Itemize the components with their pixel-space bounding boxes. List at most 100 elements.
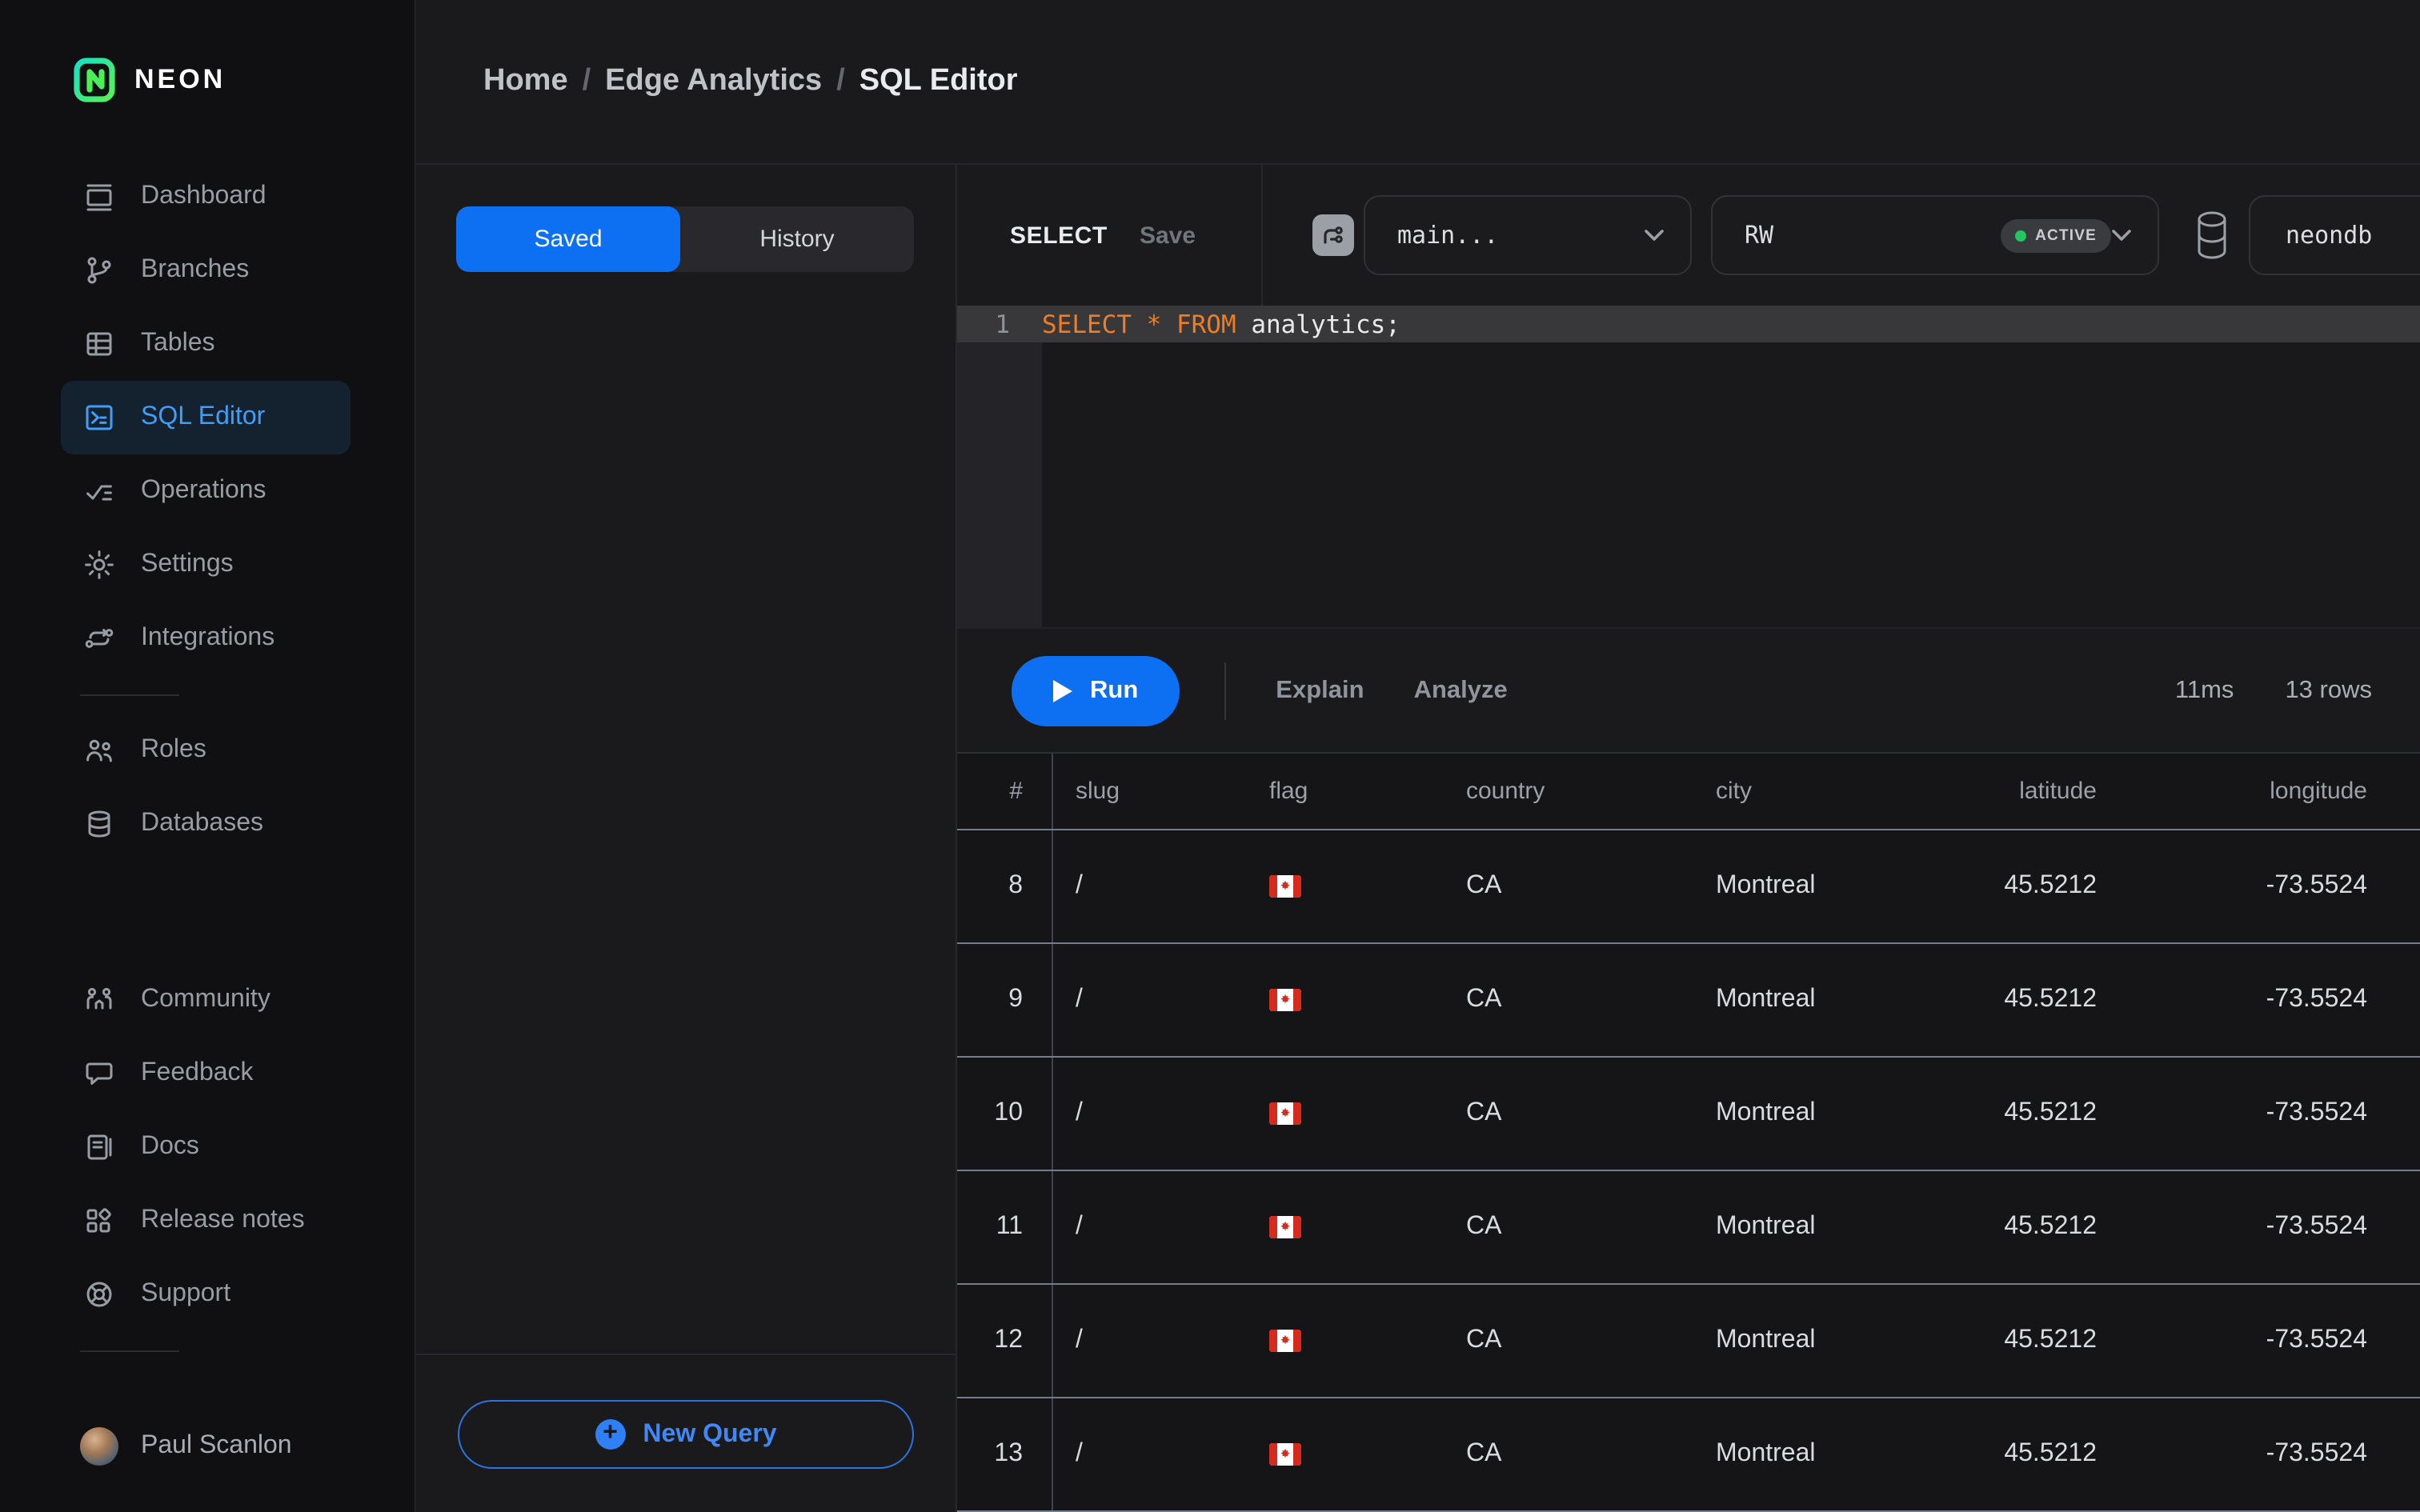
sidebar-item-dashboard[interactable]: Dashboard [61, 160, 351, 234]
cell-city: Montreal [1716, 1326, 1816, 1354]
explain-button[interactable]: Explain [1276, 676, 1364, 703]
cell-flag [1264, 1171, 1464, 1283]
status-badge: ACTIVE [2000, 218, 2111, 252]
cell-row-number: 11 [957, 1171, 1053, 1283]
branch-compare-button[interactable] [1312, 214, 1354, 256]
run-button[interactable]: Run [1012, 655, 1180, 726]
cell-row-number: 10 [957, 1058, 1053, 1170]
support-icon [83, 1278, 115, 1310]
sidebar-item-roles[interactable]: Roles [61, 714, 351, 787]
sidebar-item-tables[interactable]: Tables [61, 307, 351, 381]
sidebar-item-settings[interactable]: Settings [61, 528, 351, 602]
canada-flag-icon [1269, 875, 1301, 898]
code-keyword: SELECT * FROM [1042, 310, 1236, 338]
branch-select-value: main... [1397, 221, 1499, 250]
cell-city: Montreal [1716, 872, 1816, 899]
cell-longitude: -73.5524 [2266, 1326, 2367, 1354]
cell-slug: / [1076, 1440, 1083, 1467]
saved-history-toggle: Saved History [456, 206, 914, 272]
sidebar-item-community[interactable]: Community [61, 963, 351, 1037]
query-duration: 11ms [2174, 676, 2234, 703]
sidebar-item-label: Feedback [141, 1059, 254, 1086]
column-header-slug: slug [1076, 778, 1120, 805]
cell-latitude: 45.5212 [2004, 1326, 2097, 1354]
cell-slug: / [1076, 1326, 1083, 1354]
line-number: 1 [995, 310, 1010, 338]
operations-icon [83, 475, 115, 507]
tab-history[interactable]: History [759, 226, 835, 253]
branches-icon [83, 254, 115, 286]
sidebar-item-label: Tables [141, 330, 215, 357]
cell-country: CA [1466, 872, 1502, 899]
cell-longitude: -73.5524 [2266, 986, 2367, 1013]
chevron-down-icon [2111, 229, 2158, 242]
logo-wordmark: NEON [134, 64, 226, 94]
database-icon [2193, 210, 2231, 261]
sidebar-item-databases[interactable]: Databases [61, 787, 351, 861]
sidebar-divider [0, 675, 415, 714]
tab-saved[interactable]: Saved [456, 206, 680, 272]
branch-select[interactable]: main... [1364, 195, 1692, 275]
saved-queries-panel: Saved History + New Query [416, 165, 957, 1512]
cell-country: CA [1466, 1099, 1502, 1126]
run-label: Run [1090, 676, 1139, 703]
cell-latitude: 45.5212 [2004, 872, 2097, 899]
sidebar-item-label: Settings [141, 550, 234, 578]
play-icon [1053, 679, 1072, 702]
sidebar-item-docs[interactable]: Docs [61, 1110, 351, 1184]
column-header-country: country [1466, 778, 1545, 805]
chevron-down-icon [1644, 229, 1690, 242]
sidebar-item-label: Roles [141, 736, 206, 763]
sidebar-item-operations[interactable]: Operations [61, 454, 351, 528]
cell-row-number: 9 [957, 944, 1053, 1056]
cell-row-number: 8 [957, 830, 1053, 942]
cell-latitude: 45.5212 [2004, 986, 2097, 1013]
docs-icon [83, 1131, 115, 1163]
canada-flag-icon [1269, 1102, 1301, 1125]
cell-country: CA [1466, 986, 1502, 1013]
sidebar-item-label: Branches [141, 256, 250, 283]
compute-select[interactable]: RW ACTIVE [1711, 195, 2159, 275]
avatar [80, 1426, 118, 1465]
cell-latitude: 45.5212 [2004, 1213, 2097, 1240]
cell-country: CA [1466, 1326, 1502, 1354]
database-select[interactable]: neondb [2249, 195, 2420, 275]
database-select-value: neondb [2286, 221, 2373, 250]
integrations-icon [83, 622, 115, 654]
sidebar-divider [0, 1331, 415, 1370]
breadcrumb-project[interactable]: Edge Analytics [605, 64, 823, 98]
sidebar-item-release-notes[interactable]: Release notes [61, 1184, 351, 1258]
analyze-button[interactable]: Analyze [1413, 676, 1508, 703]
save-button[interactable]: Save [1139, 222, 1196, 249]
cell-latitude: 45.5212 [2004, 1099, 2097, 1126]
neon-logo-icon [74, 58, 118, 102]
column-header-city: city [1716, 778, 1752, 805]
cell-slug: / [1076, 986, 1083, 1013]
sidebar-nav: Dashboard Branches Tables SQL Editor [0, 160, 415, 1370]
query-tab-select[interactable]: SELECT [1010, 222, 1108, 249]
table-row: 9 / CA Montreal 45.5212 -73.5524 [957, 944, 2420, 1058]
sidebar-item-sql-editor[interactable]: SQL Editor [61, 381, 351, 454]
results-table: # slug flag country city latitude longit… [957, 752, 2420, 1512]
breadcrumb-home[interactable]: Home [483, 64, 568, 98]
cell-row-number: 13 [957, 1398, 1053, 1510]
sidebar: NEON Dashboard Branches Tables [0, 0, 416, 1512]
neon-logo[interactable]: NEON [0, 0, 415, 102]
canada-flag-icon [1269, 1330, 1301, 1352]
breadcrumb: Home / Edge Analytics / SQL Editor [416, 0, 2420, 165]
new-query-button[interactable]: + New Query [458, 1400, 914, 1469]
table-row: 8 / CA Montreal 45.5212 -73.5524 [957, 830, 2420, 944]
sidebar-item-feedback[interactable]: Feedback [61, 1037, 351, 1110]
sidebar-item-support[interactable]: Support [61, 1258, 351, 1331]
sidebar-item-branches[interactable]: Branches [61, 234, 351, 307]
code-line[interactable]: 1 SELECT * FROM analytics; [957, 306, 2420, 342]
sql-editor-area[interactable]: 1 SELECT * FROM analytics; [957, 306, 2420, 629]
cell-flag [1264, 944, 1464, 1056]
databases-icon [83, 808, 115, 840]
cell-city: Montreal [1716, 1213, 1816, 1240]
cell-flag [1264, 830, 1464, 942]
cell-country: CA [1466, 1213, 1502, 1240]
user-menu[interactable]: Paul Scanlon [0, 1379, 415, 1512]
cell-row-number: 12 [957, 1285, 1053, 1397]
sidebar-item-integrations[interactable]: Integrations [61, 602, 351, 675]
